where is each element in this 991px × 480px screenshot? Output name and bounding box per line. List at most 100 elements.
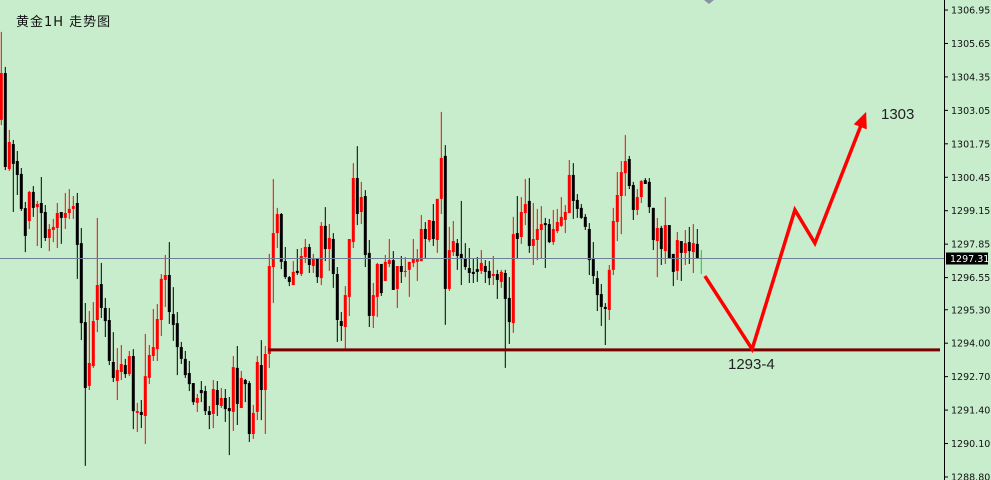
candle-body [339,321,343,326]
candle-body [211,388,215,414]
candle [687,226,691,264]
y-axis[interactable]: 1306.95 1305.65 1304.35 1303.05 1301.75 1300.… [944,6,990,480]
candle-body [355,178,359,215]
candle-body [155,319,159,350]
candle-body [375,263,379,297]
candle [563,205,567,234]
candle [375,262,379,317]
candle [623,135,627,197]
candle-body [135,411,139,413]
candle-body [503,272,507,299]
candle-body [615,195,619,223]
candle-body [55,213,59,228]
candle-body [539,224,543,230]
candle-body [79,243,83,324]
candle [47,224,51,252]
candle-body [571,174,575,201]
candle-body [199,390,203,394]
y-tick-label: 1288.80 [951,472,990,480]
candle [131,349,135,430]
candle [503,269,507,368]
candle-body [143,376,147,417]
candle [571,163,575,219]
candle [651,207,655,251]
candle [199,381,203,403]
y-tick-label: 1291.40 [951,406,990,417]
candle-body [639,181,643,198]
candle-body [99,284,103,308]
candle-body [555,222,559,232]
candle-body [591,259,595,277]
candle-body [631,184,635,210]
candle [251,404,255,439]
candle-body [667,225,671,259]
candle [483,260,487,283]
candle [371,282,375,329]
candle-body [111,361,115,378]
candle-body [311,258,315,267]
candle [459,200,463,286]
candle [619,161,623,235]
candle-body [499,271,503,282]
candle [523,179,527,226]
candle [535,208,539,261]
candle [111,332,115,383]
candle [351,163,355,249]
candle-body [407,261,411,270]
candle-body [559,216,563,226]
candle-body [587,228,591,261]
candle [491,255,495,286]
candle-body [415,259,419,262]
candle-body [11,144,15,164]
arrow-head-icon [853,111,867,130]
candle-body [495,273,499,280]
candle-body [327,237,331,250]
candle [227,396,231,456]
candle-body [439,157,443,199]
candle-body [91,321,95,367]
candle [179,341,183,365]
candle [247,381,251,442]
candle [583,214,587,230]
candle [51,218,55,243]
candle [139,400,143,429]
candle [195,393,199,412]
candle [167,242,171,324]
candle-body [59,211,63,218]
candle-body [695,243,699,259]
candle-body [219,397,223,406]
candle-body [175,323,179,348]
candle-body [343,295,347,327]
candle-body [683,243,687,253]
candle-body [7,142,11,170]
candle [423,222,427,259]
candle-body [619,172,623,197]
candle [127,350,131,377]
chart-shift-marker-icon[interactable] [704,0,714,4]
candle-body [23,208,27,236]
candle-body [427,219,431,241]
candle-body [299,255,303,274]
candle [15,151,19,196]
candle [359,181,363,225]
forecast-arrow[interactable] [703,119,865,354]
candle-body [675,240,679,271]
candle [319,222,323,286]
current-price-badge [946,252,988,265]
candle [0,31,3,126]
candle-body [287,277,291,282]
candle [311,253,315,273]
candle-body [575,199,579,209]
candle [675,232,679,280]
candle-body [551,228,555,243]
candle-body [459,253,463,260]
candle-body [387,260,391,264]
candle [591,242,595,285]
candle-body [51,226,55,230]
candle [431,204,435,246]
candle [95,217,99,333]
candle-body [43,211,47,238]
candle [519,197,523,244]
candle-body [519,211,523,237]
